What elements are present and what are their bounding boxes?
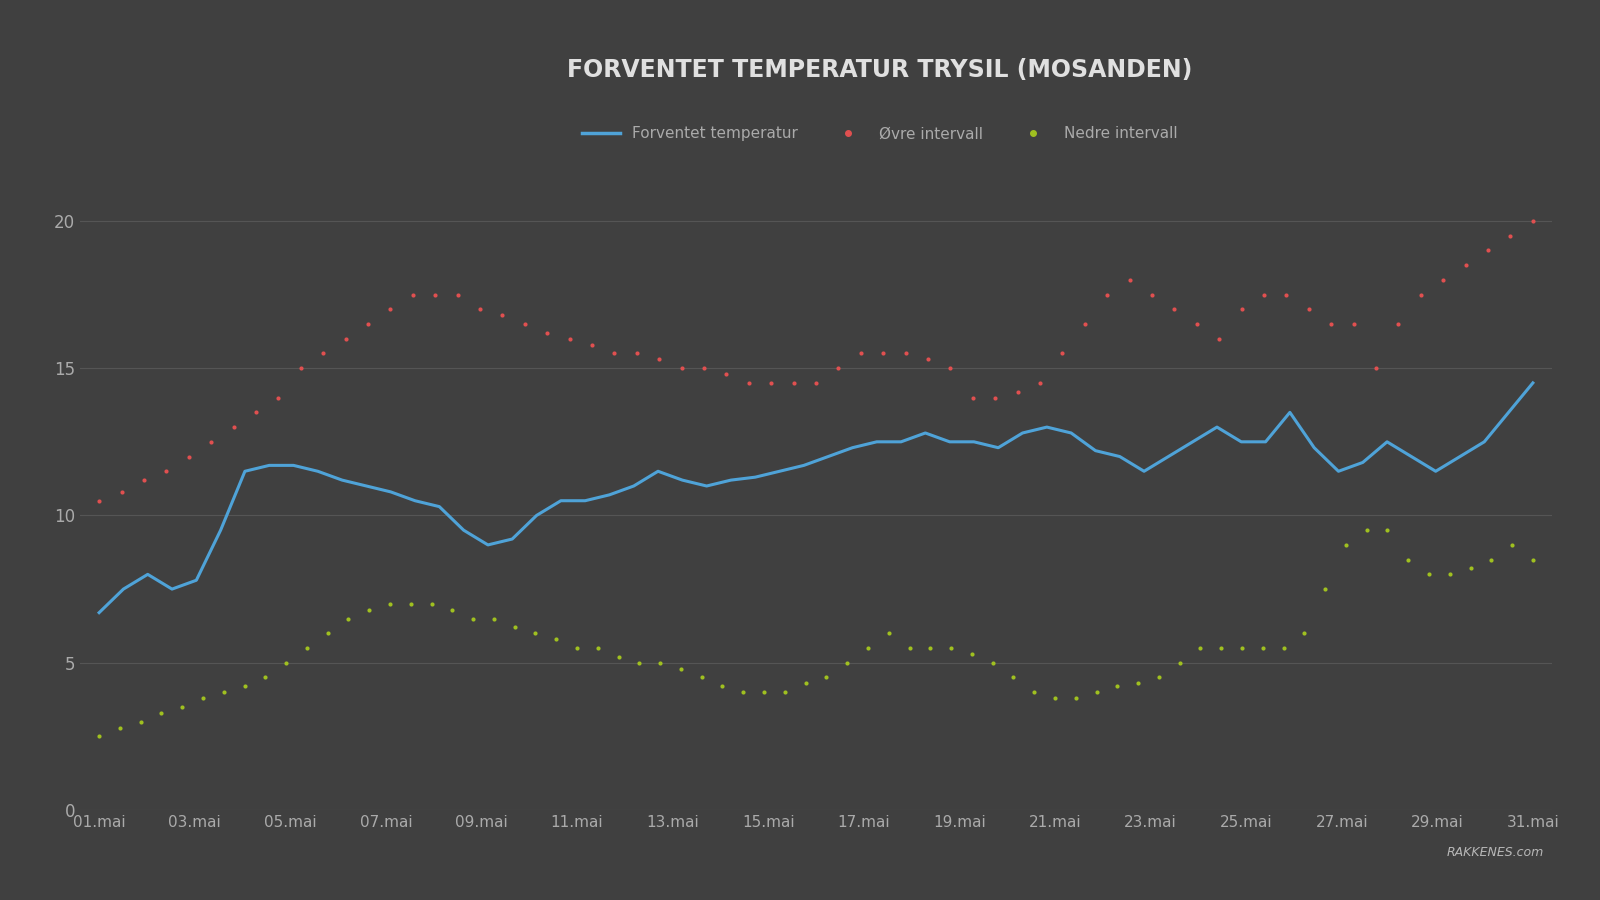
Text: FORVENTET TEMPERATUR TRYSIL (MOSANDEN): FORVENTET TEMPERATUR TRYSIL (MOSANDEN) bbox=[568, 58, 1192, 83]
Text: RAKKENES.com: RAKKENES.com bbox=[1446, 847, 1544, 860]
Legend: Forventet temperatur, Øvre intervall, Nedre intervall: Forventet temperatur, Øvre intervall, Ne… bbox=[576, 120, 1184, 148]
